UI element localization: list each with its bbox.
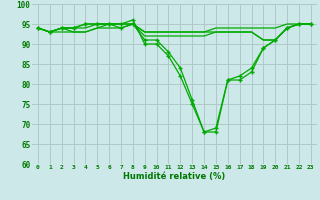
- X-axis label: Humidité relative (%): Humidité relative (%): [123, 172, 226, 181]
